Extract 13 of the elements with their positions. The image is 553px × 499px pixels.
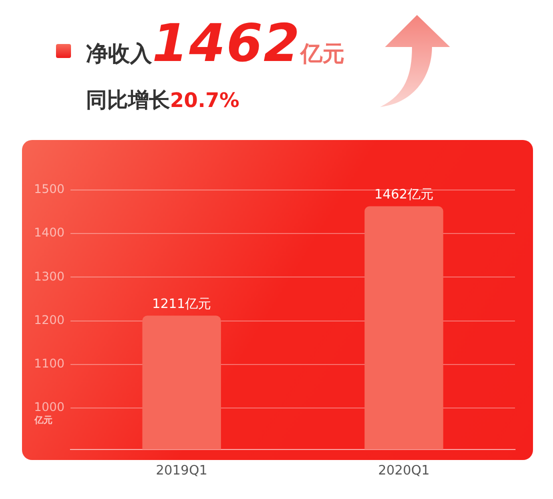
data-label: 1462亿元 — [374, 187, 434, 202]
y-tick-label: 1000 — [34, 400, 65, 414]
y-tick-label: 1100 — [34, 356, 65, 371]
y-tick-label: 1200 — [34, 312, 65, 327]
x-tick-label: 2019Q1 — [156, 464, 208, 479]
chart-title: 净收入1462亿元 — [86, 14, 345, 74]
y-tick-label: 1500 — [34, 182, 65, 196]
y-tick-label: 1300 — [34, 269, 65, 284]
y-tick-label: 1400 — [34, 226, 65, 240]
x-tick-label: 2020Q1 — [378, 464, 430, 479]
data-label: 1211亿元 — [152, 296, 212, 312]
chart-subtitle: 同比增长20.7% — [86, 88, 240, 112]
y-axis-title: 亿元 — [33, 414, 52, 426]
